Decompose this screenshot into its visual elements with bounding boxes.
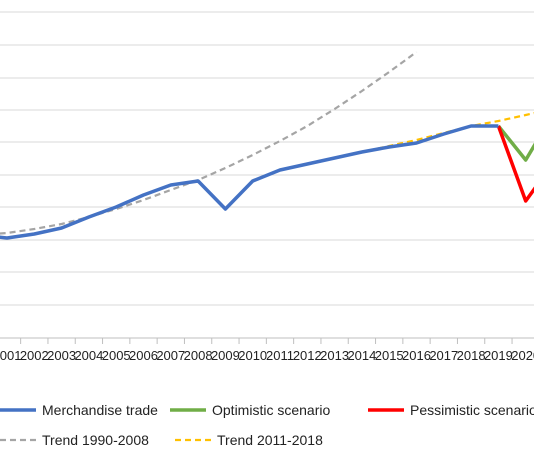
series-line-merchandise-trade xyxy=(0,124,499,240)
series-line-trend-1990-2008 xyxy=(0,51,418,235)
x-tick-label-2008: 2008 xyxy=(184,348,213,363)
legend-label-trend-2011-2018: Trend 2011-2018 xyxy=(217,432,323,448)
legend-label-optimistic-scenario: Optimistic scenario xyxy=(212,402,330,418)
x-tick-label-2002: 2002 xyxy=(20,348,49,363)
x-tick-label-2007: 2007 xyxy=(156,348,185,363)
legend-label-merchandise-trade: Merchandise trade xyxy=(42,402,158,418)
x-tick-label-2017: 2017 xyxy=(429,348,458,363)
x-tick-label-2020: 2020 xyxy=(511,348,534,363)
x-tick-label-2003: 2003 xyxy=(47,348,76,363)
legend-label-trend-1990-2008: Trend 1990-2008 xyxy=(42,432,149,448)
legend-item-trend-2011-2018: Trend 2011-2018 xyxy=(175,432,323,448)
x-tick-label-2016: 2016 xyxy=(402,348,431,363)
series-line-pessimistic-scenario xyxy=(496,125,534,203)
series-line-trend-2011-2018 xyxy=(279,112,534,172)
horizontal-gridlines xyxy=(0,11,534,306)
x-tick-label-2001: 2001 xyxy=(0,348,21,363)
x-tick-label-2005: 2005 xyxy=(102,348,131,363)
series-line-optimistic-scenario xyxy=(497,124,534,162)
series-lines xyxy=(0,51,534,240)
legend: Merchandise trade Optimistic scenario Pess… xyxy=(0,402,534,448)
x-tick-label-2004: 2004 xyxy=(74,348,103,363)
x-tick-label-2011: 2011 xyxy=(266,348,294,363)
x-tick-label-2012: 2012 xyxy=(293,348,322,363)
legend-item-trend-1990-2008: Trend 1990-2008 xyxy=(0,432,149,448)
x-tick-label-2006: 2006 xyxy=(129,348,158,363)
x-tick-label-2018: 2018 xyxy=(457,348,486,363)
legend-item-pessimistic-scenario: Pessimistic scenario xyxy=(368,402,534,418)
legend-label-pessimistic-scenario: Pessimistic scenario xyxy=(410,402,534,418)
x-tick-label-2015: 2015 xyxy=(375,348,404,363)
x-tick-label-2010: 2010 xyxy=(238,348,267,363)
x-tick-label-2019: 2019 xyxy=(484,348,513,363)
x-tick-label-2014: 2014 xyxy=(347,348,376,363)
x-tick-label-2013: 2013 xyxy=(320,348,349,363)
legend-item-merchandise-trade: Merchandise trade xyxy=(0,402,158,418)
legend-item-optimistic-scenario: Optimistic scenario xyxy=(170,402,330,418)
x-tick-labels: 2001200220032004200520062007200820092010… xyxy=(0,338,534,363)
x-tick-label-2009: 2009 xyxy=(211,348,240,363)
